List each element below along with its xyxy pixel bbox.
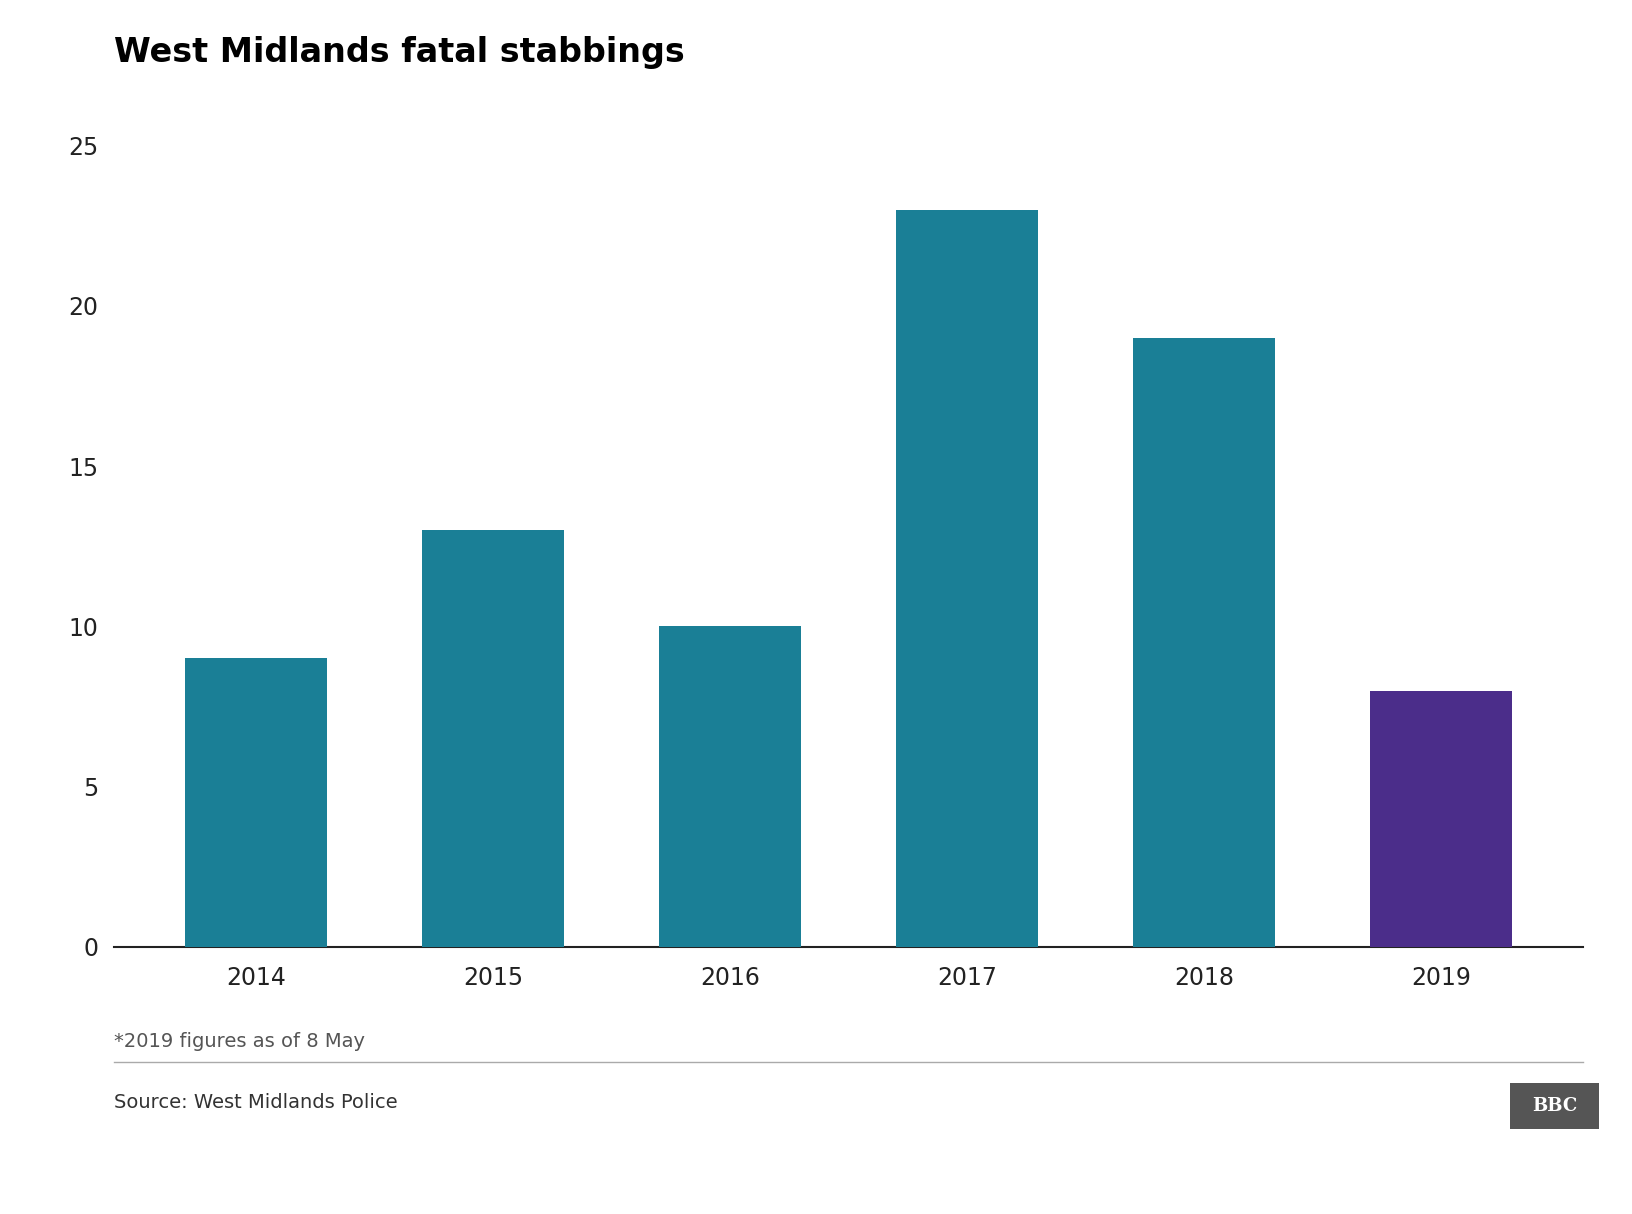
Text: *2019 figures as of 8 May: *2019 figures as of 8 May (114, 1032, 366, 1051)
Bar (659, 626, 801, 947)
Bar (1133, 337, 1275, 947)
Text: Source: West Midlands Police: Source: West Midlands Police (114, 1093, 398, 1112)
Bar (896, 210, 1038, 947)
Text: BBC: BBC (1532, 1097, 1577, 1114)
Bar (186, 658, 328, 947)
Text: West Midlands fatal stabbings: West Midlands fatal stabbings (114, 36, 685, 69)
Bar (423, 531, 565, 947)
Bar (1369, 691, 1511, 947)
